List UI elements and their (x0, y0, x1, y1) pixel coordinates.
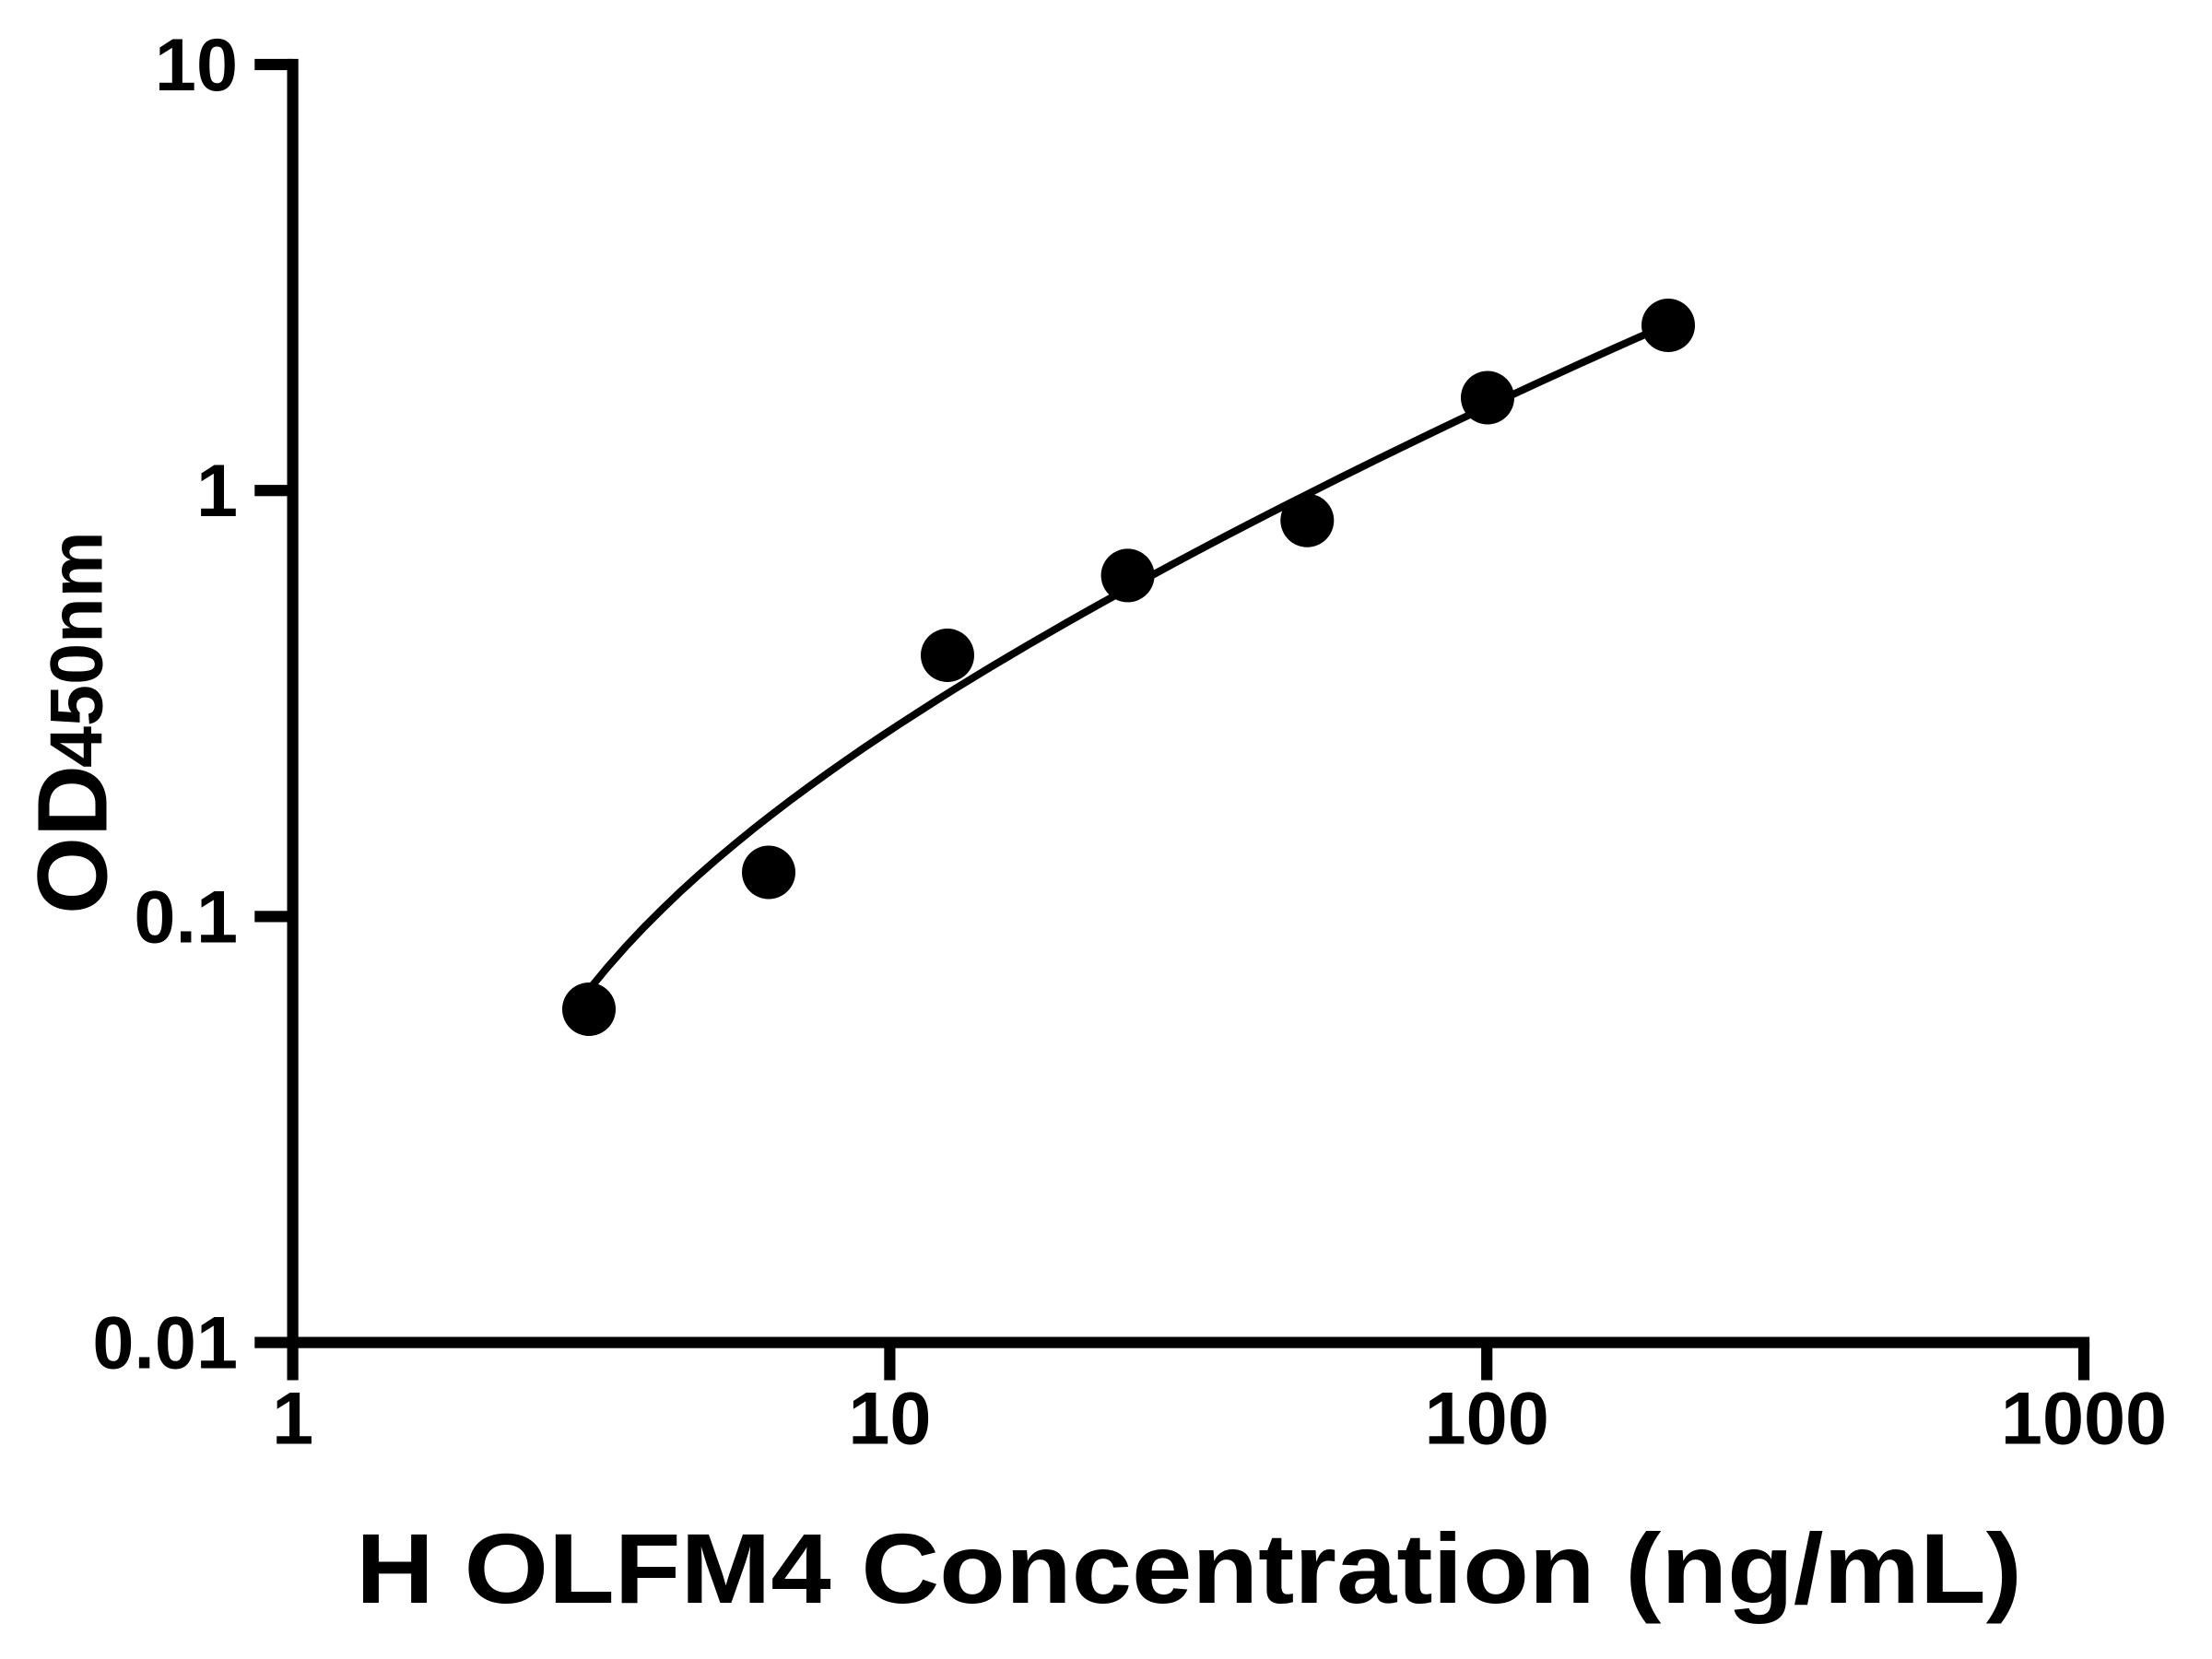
svg-text:OD450nm: OD450nm (17, 531, 128, 914)
svg-text:100: 100 (1425, 1378, 1549, 1461)
svg-text:10: 10 (848, 1378, 931, 1461)
svg-text:10: 10 (155, 24, 238, 107)
svg-text:0.1: 0.1 (134, 876, 238, 959)
svg-text:1: 1 (196, 450, 238, 533)
svg-text:1: 1 (272, 1378, 313, 1461)
svg-text:1000: 1000 (2001, 1378, 2167, 1461)
svg-text:H OLFM4 Concentration (ng/mL): H OLFM4 Concentration (ng/mL) (356, 1513, 2022, 1624)
svg-text:0.01: 0.01 (92, 1302, 238, 1385)
